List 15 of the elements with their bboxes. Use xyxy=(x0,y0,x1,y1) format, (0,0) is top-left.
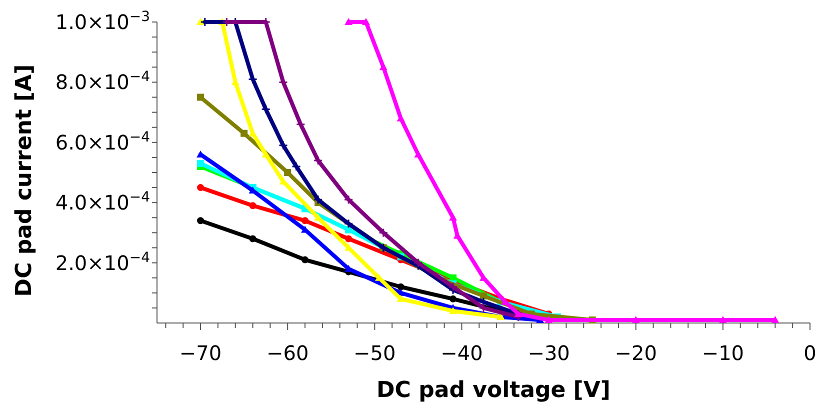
y-tick-label: 8.0×10$^{−4}$ xyxy=(55,69,150,94)
x-tick-label: −70 xyxy=(179,341,222,365)
x-tick-label: −30 xyxy=(528,341,570,365)
y-tick-label: 1.0×10$^{−3}$ xyxy=(55,9,150,34)
y-tick-label: 2.0×10$^{−4}$ xyxy=(55,250,150,275)
x-axis-title: DC pad voltage [V] xyxy=(376,378,610,403)
x-tick-label: −20 xyxy=(614,341,657,365)
x-tick-label: −10 xyxy=(702,341,744,365)
y-tick-label: 4.0×10$^{−4}$ xyxy=(55,190,150,215)
y-tick-label: 6.0×10$^{−4}$ xyxy=(55,129,150,154)
x-tick-label: 0 xyxy=(804,341,816,365)
x-tick-label: −40 xyxy=(440,341,483,365)
x-tick-label: −50 xyxy=(354,341,396,365)
y-axis-title: DC pad current [A] xyxy=(12,64,37,297)
x-tick-label: −60 xyxy=(266,341,309,365)
